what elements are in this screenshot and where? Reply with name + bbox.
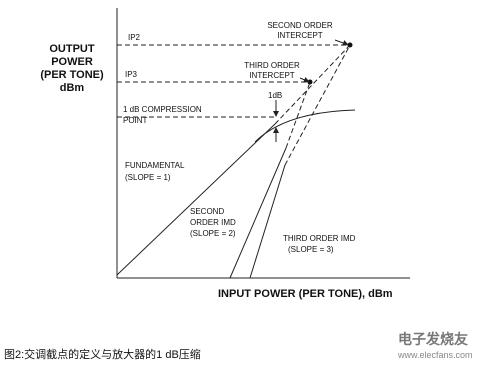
label: 1 dB COMPRESSION — [123, 105, 202, 114]
labels: OUTPUT POWER (PER TONE) dBm INPUT POWER … — [4, 21, 473, 361]
label: SECOND — [190, 207, 224, 216]
label: POINT — [123, 116, 148, 125]
label: FUNDAMENTAL — [125, 161, 185, 170]
y-axis-label: OUTPUT — [49, 43, 95, 55]
label: INTERCEPT — [277, 31, 322, 40]
label: THIRD ORDER IMD — [283, 234, 356, 243]
watermark-url: www.elecfans.com — [397, 350, 473, 360]
label: ORDER IMD — [190, 218, 236, 227]
label: INTERCEPT — [249, 71, 294, 80]
label: (SLOPE = 1) — [125, 173, 171, 182]
label: SECOND ORDER — [267, 21, 333, 30]
y-axis-label: dBm — [60, 82, 85, 94]
label: THIRD ORDER — [244, 61, 300, 70]
y-axis-label: (PER TONE) — [40, 69, 104, 81]
x-axis-label: INPUT POWER (PER TONE), dBm — [218, 288, 393, 300]
label: IP3 — [125, 70, 138, 79]
axes — [116, 8, 410, 279]
label: IP2 — [128, 33, 141, 42]
watermark-brand: 电子发烧友 — [398, 331, 468, 347]
caption: 图2:交调截点的定义与放大器的1 dB压缩 — [4, 347, 201, 361]
curves — [116, 39, 356, 279]
label: (SLOPE = 3) — [288, 245, 334, 254]
y-axis-label: POWER — [51, 56, 93, 68]
label: 1dB — [268, 91, 282, 100]
label: (SLOPE = 2) — [190, 229, 236, 238]
